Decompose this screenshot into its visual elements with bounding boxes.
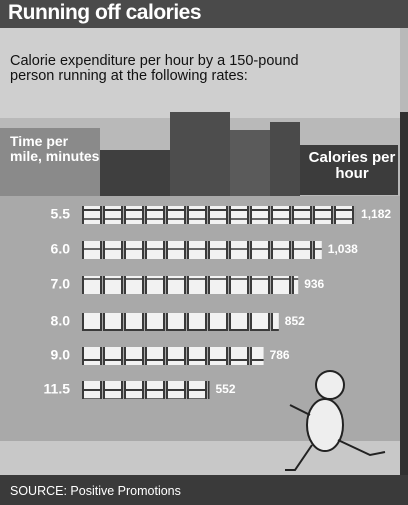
bar [82, 347, 264, 365]
building [230, 130, 270, 200]
building [170, 112, 230, 200]
value-label: 1,038 [328, 242, 358, 256]
y-tick-label: 9.0 [51, 347, 71, 363]
bar [82, 206, 355, 224]
value-axis-label: Calories per hour [306, 150, 398, 182]
bar [82, 381, 210, 399]
chart-subtitle: Calorie expenditure per hour by a 150-po… [10, 54, 310, 84]
y-tick-label: 7.0 [51, 276, 71, 292]
value-label: 1,182 [361, 207, 391, 221]
y-tick-label: 8.0 [51, 313, 71, 329]
source-note: SOURCE: Positive Promotions [10, 485, 181, 498]
bar [82, 276, 298, 294]
value-label: 936 [304, 277, 324, 291]
infographic: 5.5 1,182 6.0 1,038 7.0 936 8.0 852 9.0 786 11.5 55… [0, 0, 408, 505]
value-label: 852 [285, 314, 305, 328]
building [100, 150, 170, 200]
y-tick-label: 6.0 [51, 241, 71, 257]
bar [82, 313, 279, 331]
value-label: 552 [216, 382, 236, 396]
right-border [400, 112, 408, 475]
building [270, 122, 300, 200]
value-label: 786 [270, 348, 290, 362]
y-axis-label: Time per mile, minutes [10, 134, 100, 163]
y-tick-label: 5.5 [51, 206, 71, 222]
chart-title: Running off calories [8, 2, 201, 24]
y-tick-label: 11.5 [44, 381, 71, 397]
bar [82, 241, 322, 259]
ground [0, 441, 400, 475]
